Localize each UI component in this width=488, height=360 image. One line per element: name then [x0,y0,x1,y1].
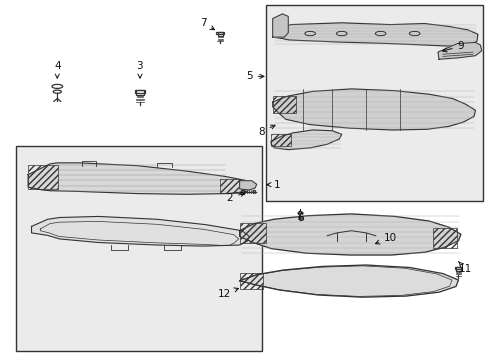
Polygon shape [437,42,481,59]
Text: 12: 12 [217,288,238,298]
Bar [241,190,244,194]
Bar [266,5,482,202]
Bar [136,90,143,95]
Bar [134,90,145,93]
Text: 8: 8 [258,125,274,137]
Polygon shape [271,130,341,150]
Bar [239,223,266,243]
Text: 6: 6 [297,210,303,222]
Text: 5: 5 [245,71,264,81]
Polygon shape [272,14,287,37]
Polygon shape [272,23,477,46]
Text: 9: 9 [442,41,463,52]
Polygon shape [272,89,474,130]
Text: 2: 2 [226,192,244,203]
Bar [454,267,461,269]
Bar [455,267,460,271]
Bar [16,146,261,351]
Polygon shape [28,163,251,194]
Polygon shape [31,216,249,246]
Text: 3: 3 [136,62,143,78]
Polygon shape [239,214,460,255]
Text: 11: 11 [458,261,471,274]
Bar [220,179,240,193]
Polygon shape [239,265,458,297]
Text: 10: 10 [375,233,396,244]
Bar [272,96,295,113]
Bar [271,134,290,146]
Bar [239,273,263,289]
Bar [216,32,224,34]
Text: 1: 1 [266,180,280,190]
Text: 7: 7 [200,18,214,30]
Bar [432,228,457,248]
Text: 4: 4 [54,62,61,78]
Polygon shape [239,181,256,190]
Bar [217,32,223,36]
Bar [28,165,58,189]
